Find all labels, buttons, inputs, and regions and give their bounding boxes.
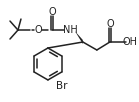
Text: OH: OH xyxy=(122,37,137,47)
Text: O: O xyxy=(48,7,56,17)
Text: O: O xyxy=(106,19,114,29)
Text: Br: Br xyxy=(56,81,68,91)
Polygon shape xyxy=(75,31,83,44)
Text: O: O xyxy=(34,25,42,35)
Text: NH: NH xyxy=(63,25,77,35)
